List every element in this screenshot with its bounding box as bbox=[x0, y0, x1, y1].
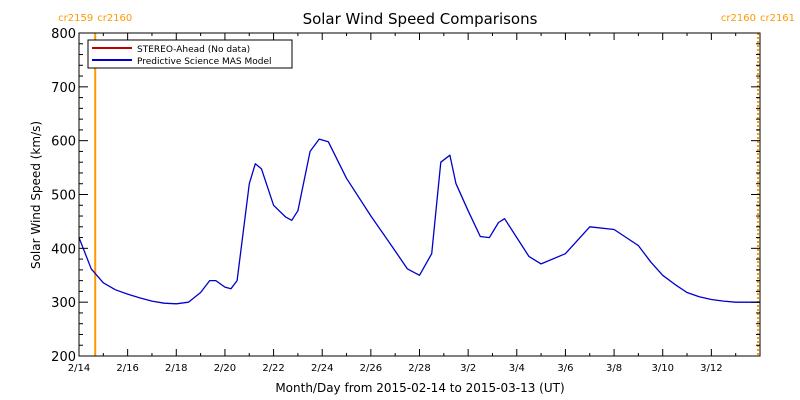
carrington-marker-labels: cr2159 cr2160 cr2160 cr2161 bbox=[58, 13, 795, 24]
x-tick-label: 3/12 bbox=[700, 363, 722, 374]
x-tick-label: 2/20 bbox=[214, 363, 236, 374]
y-tick-label: 800 bbox=[51, 27, 76, 42]
series-line bbox=[78, 138, 760, 305]
carrington-label-before: cr2160 bbox=[721, 13, 756, 24]
x-tick-label: 2/18 bbox=[165, 363, 187, 374]
y-tick-label: 600 bbox=[51, 135, 76, 150]
y-axis-label: Solar Wind Speed (km/s) bbox=[29, 121, 43, 269]
x-axis-label: Month/Day from 2015-02-14 to 2015-03-13 … bbox=[275, 381, 564, 395]
x-tick-label: 2/22 bbox=[262, 363, 284, 374]
legend-entry: STEREO-Ahead (No data) bbox=[137, 45, 250, 55]
y-tick-label: 500 bbox=[51, 189, 76, 204]
carrington-label-after: cr2161 bbox=[760, 13, 795, 24]
y-tick-label: 700 bbox=[51, 81, 76, 96]
x-tick-label: 3/2 bbox=[460, 363, 476, 374]
plot-frame bbox=[78, 32, 761, 357]
legend-entry: Predictive Science MAS Model bbox=[137, 57, 272, 67]
x-tick-label: 3/10 bbox=[651, 363, 673, 374]
y-tick-label: 300 bbox=[51, 296, 76, 311]
x-tick-label: 2/16 bbox=[116, 363, 138, 374]
legend: STEREO-Ahead (No data) Predictive Science… bbox=[87, 39, 293, 69]
x-tick-label: 2/26 bbox=[360, 363, 382, 374]
x-tick-label: 3/6 bbox=[557, 363, 573, 374]
x-tick-label: 3/8 bbox=[606, 363, 622, 374]
y-tick-label: 400 bbox=[51, 242, 76, 257]
x-tick-label: 2/28 bbox=[408, 363, 430, 374]
legend-box bbox=[87, 39, 293, 69]
carrington-label-before: cr2159 bbox=[58, 13, 93, 24]
x-axis: 2/14 2/16 2/18 2/20 2/22 2/24 2/26 2/28 3/2 3/4 3/… bbox=[68, 33, 737, 374]
carrington-marker-lines bbox=[94, 33, 759, 356]
x-tick-label: 2/14 bbox=[68, 363, 90, 374]
y-tick-label: 200 bbox=[51, 350, 76, 365]
chart-title: Solar Wind Speed Comparisons bbox=[303, 10, 538, 28]
series-layer bbox=[78, 138, 760, 305]
carrington-label-after: cr2160 bbox=[97, 13, 132, 24]
y-axis: 200 300 400 500 600 700 800 bbox=[51, 27, 760, 365]
x-tick-label: 2/24 bbox=[311, 363, 333, 374]
x-tick-label: 3/4 bbox=[509, 363, 525, 374]
